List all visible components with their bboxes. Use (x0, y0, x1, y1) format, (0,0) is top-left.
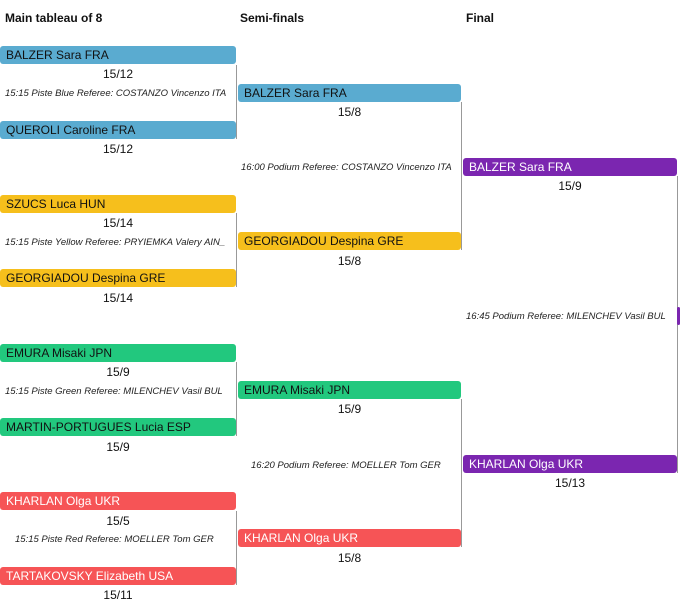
r8-score-3: 15/14 (102, 216, 134, 230)
connector-line (461, 102, 462, 250)
r8-slot-3[interactable]: SZUCS Luca HUN (0, 195, 236, 213)
final-score-2: 15/13 (554, 476, 586, 490)
semi-bout-info-1: 16:00 Podium Referee: COSTANZO Vincenzo … (241, 162, 452, 173)
r8-slot-1[interactable]: BALZER Sara FRA (0, 46, 236, 64)
r8-score-5: 15/9 (106, 365, 130, 379)
semi-score-3: 15/9 (337, 402, 362, 416)
semi-slot-1[interactable]: BALZER Sara FRA (238, 84, 461, 102)
semi-slot-4[interactable]: KHARLAN Olga UKR (238, 529, 461, 547)
connector-line (236, 511, 237, 585)
r8-slot-6[interactable]: MARTIN-PORTUGUES Lucia ESP (0, 418, 236, 436)
r8-bout-info-1: 15:15 Piste Blue Referee: COSTANZO Vince… (5, 88, 227, 99)
r8-score-2: 15/12 (102, 142, 134, 156)
connector-line (236, 65, 237, 139)
r8-score-1: 15/12 (102, 67, 134, 81)
semi-bout-info-2: 16:20 Podium Referee: MOELLER Tom GER (251, 460, 441, 471)
final-slot-1[interactable]: BALZER Sara FRA (463, 158, 677, 176)
connector-line (236, 213, 237, 287)
r8-slot-7[interactable]: KHARLAN Olga UKR (0, 492, 236, 510)
r8-slot-5[interactable]: EMURA Misaki JPN (0, 344, 236, 362)
connector-line (236, 362, 237, 436)
header-main-tableau: Main tableau of 8 (5, 11, 103, 25)
r8-slot-2[interactable]: QUEROLI Caroline FRA (0, 121, 236, 139)
r8-bout-info-4: 15:15 Piste Red Referee: MOELLER Tom GER (15, 534, 214, 545)
r8-score-6: 15/9 (106, 440, 130, 454)
header-semi-finals: Semi-finals (240, 11, 305, 25)
semi-score-1: 15/8 (337, 105, 362, 119)
r8-score-7: 15/5 (106, 514, 130, 528)
semi-slot-3[interactable]: EMURA Misaki JPN (238, 381, 461, 399)
r8-score-8: 15/11 (103, 588, 133, 602)
semi-score-2: 15/8 (337, 254, 362, 268)
r8-slot-8[interactable]: TARTAKOVSKY Elizabeth USA (0, 567, 236, 585)
final-score-1: 15/9 (558, 179, 582, 193)
r8-bout-info-2: 15:15 Piste Yellow Referee: PRYIEMKA Val… (5, 237, 226, 248)
r8-score-4: 15/14 (102, 291, 134, 305)
semi-score-4: 15/8 (337, 551, 362, 565)
final-bout-info: 16:45 Podium Referee: MILENCHEV Vasil BU… (466, 311, 666, 322)
header-final: Final (466, 11, 495, 25)
r8-slot-4[interactable]: GEORGIADOU Despina GRE (0, 269, 236, 287)
champion-slot[interactable] (677, 307, 680, 325)
semi-slot-2[interactable]: GEORGIADOU Despina GRE (238, 232, 461, 250)
final-slot-2[interactable]: KHARLAN Olga UKR (463, 455, 677, 473)
connector-line (461, 399, 462, 547)
r8-bout-info-3: 15:15 Piste Green Referee: MILENCHEV Vas… (5, 386, 223, 397)
